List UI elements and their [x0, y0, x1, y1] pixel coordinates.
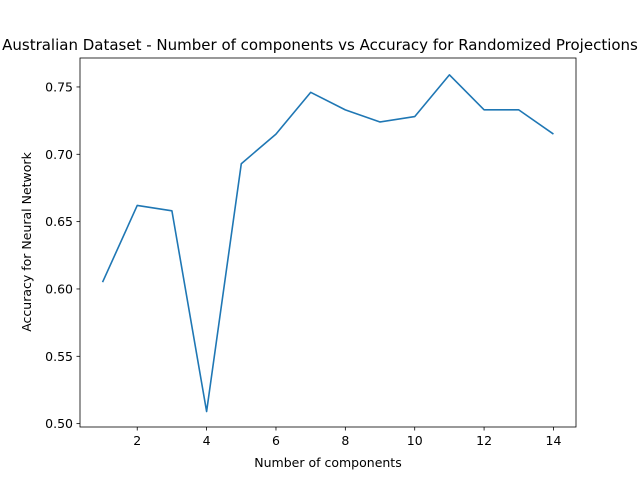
- x-tick-label: 12: [476, 433, 492, 448]
- plot-area: [79, 57, 577, 428]
- series-line: [101, 74, 554, 413]
- x-tick-label: 2: [133, 433, 141, 448]
- y-tick-label: 0.75: [45, 79, 73, 94]
- y-tick-label: 0.55: [45, 349, 73, 364]
- x-axis-label: Number of components: [254, 455, 401, 470]
- series-layer: [101, 74, 554, 413]
- y-tick-label: 0.50: [45, 416, 73, 431]
- y-tick-label: 0.70: [45, 147, 73, 162]
- x-tick-label: 4: [203, 433, 211, 448]
- y-tick-label: 0.60: [45, 281, 73, 296]
- x-tick-label: 6: [272, 433, 280, 448]
- x-tick-label: 14: [546, 433, 562, 448]
- plot-frame: [79, 57, 577, 428]
- x-axis-ticks: 2 4 6 8 10 12 14: [133, 427, 561, 448]
- chart-title: Australian Dataset - Number of component…: [2, 36, 638, 54]
- y-tick-label: 0.65: [45, 214, 73, 229]
- x-tick-label: 10: [407, 433, 423, 448]
- y-axis-ticks: 0.50 0.55 0.60 0.65 0.70 0.75: [45, 79, 80, 431]
- x-tick-label: 8: [341, 433, 349, 448]
- y-axis-label: Accuracy for Neural Network: [19, 151, 34, 331]
